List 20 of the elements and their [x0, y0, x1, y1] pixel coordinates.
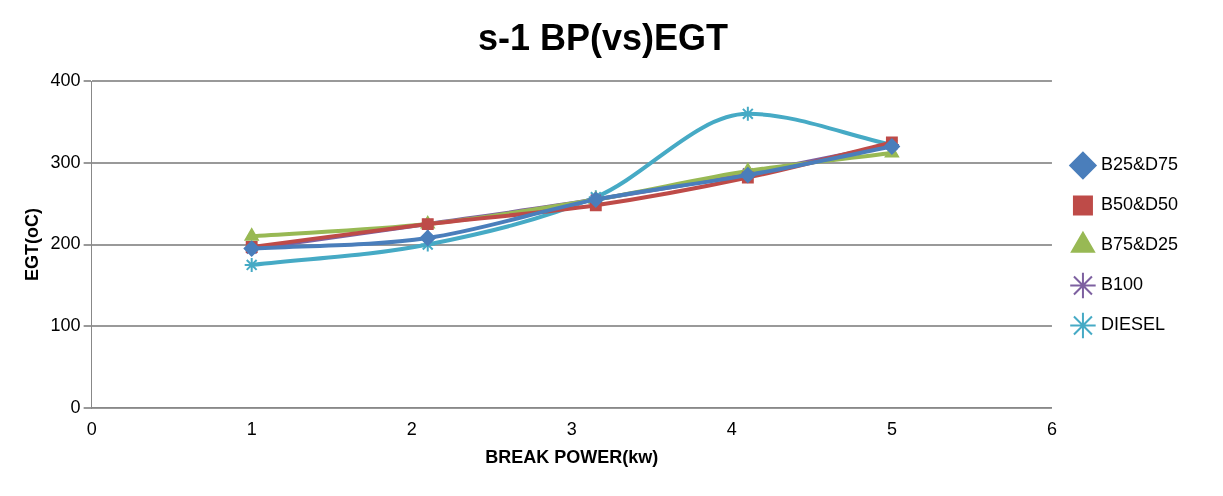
x-tick-label: 5 [886, 418, 897, 439]
legend-label: B75&D25 [1100, 234, 1179, 255]
y-tick-label: 400 [50, 70, 81, 91]
x-tick-label: 4 [726, 418, 737, 439]
x-axis-title: BREAK POWER(kw) [485, 447, 659, 468]
y-tick-label: 0 [70, 396, 81, 417]
y-tick-label: 100 [50, 315, 81, 336]
legend-label: B50&D50 [1100, 194, 1179, 215]
x-tick-label: 1 [246, 418, 257, 439]
x-tick-label: 0 [86, 418, 97, 439]
legend-label: B25&D75 [1100, 154, 1179, 175]
x-tick-label: 3 [566, 418, 577, 439]
legend-label: DIESEL [1100, 314, 1165, 335]
chart-title: s-1 BP(vs)EGT [477, 16, 729, 58]
y-axis-title: EGT(oC) [21, 208, 42, 281]
legend-label: B100 [1100, 274, 1143, 295]
x-tick-label: 2 [406, 418, 417, 439]
x-tick-label: 6 [1046, 418, 1057, 439]
y-tick-label: 200 [50, 233, 81, 254]
y-tick-label: 300 [50, 151, 81, 172]
